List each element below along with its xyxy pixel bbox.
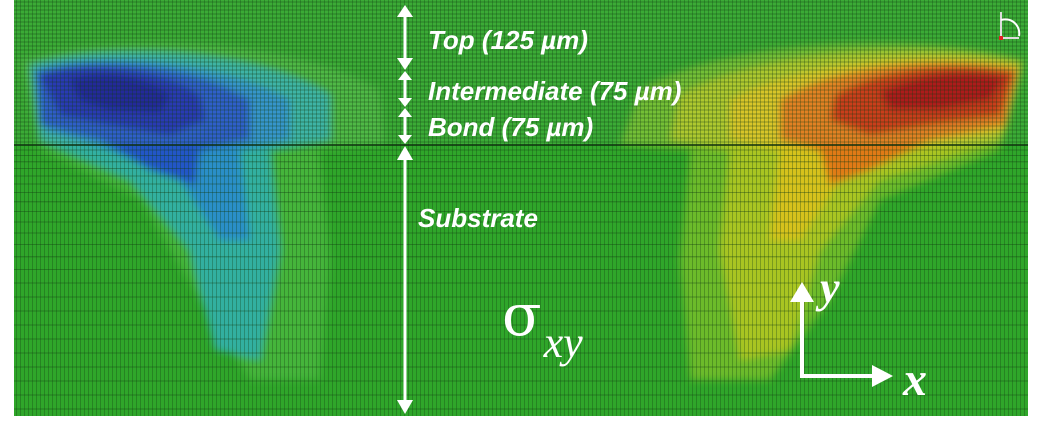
bond-layer-arrow (398, 108, 412, 144)
layer-dimension-arrows (397, 5, 413, 414)
substrate-arrow (397, 146, 413, 414)
frame-left (0, 0, 14, 416)
stress-component-label: σxy (502, 286, 583, 365)
sigma-subscript: xy (543, 318, 583, 367)
y-axis-arrowhead (790, 282, 814, 302)
substrate-label: Substrate (418, 203, 538, 233)
x-axis-label: x (903, 353, 927, 406)
intermediate-layer-arrow (398, 71, 412, 107)
x-axis-arrowhead (872, 365, 893, 387)
top-layer-label: Top (125 µm) (428, 25, 588, 55)
mesh-horizontal-lines (14, 1, 1028, 410)
coordinate-axes (790, 282, 893, 387)
top-layer-arrow (397, 5, 413, 70)
intermediate-layer-label: Intermediate (75 µm) (428, 76, 682, 106)
view-triad-icon (999, 12, 1021, 40)
y-axis-label: y (820, 263, 840, 312)
bond-layer-label: Bond (75 µm) (428, 112, 594, 142)
sigma-symbol: σ (502, 281, 542, 349)
frame-right (1028, 0, 1039, 416)
